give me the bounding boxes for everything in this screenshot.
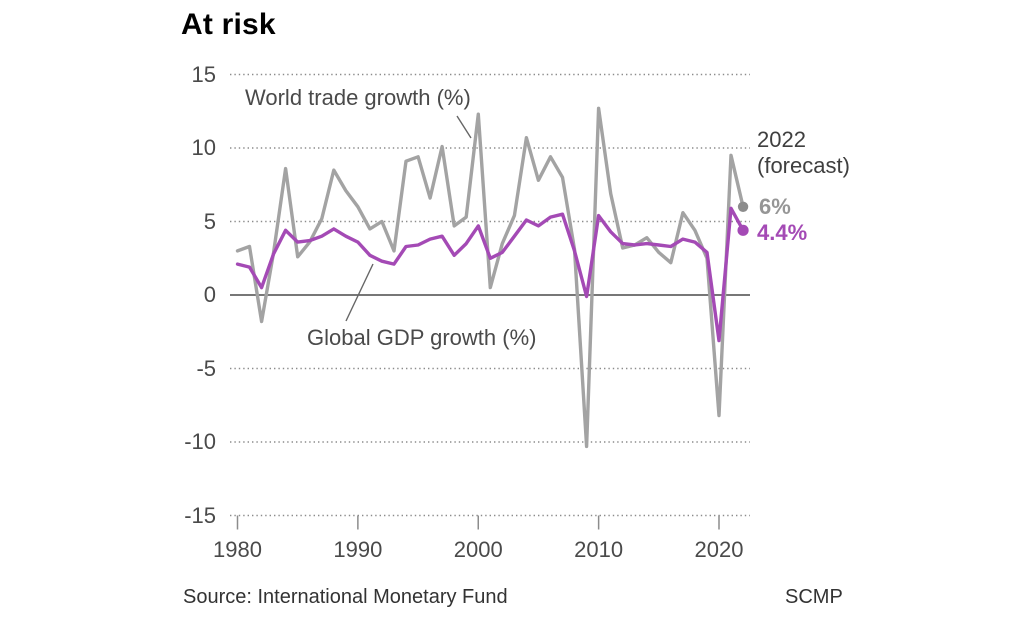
x-tick-label: 2010 — [574, 537, 624, 562]
x-tick-label: 2000 — [453, 537, 503, 562]
y-tick-label: 10 — [191, 135, 216, 160]
y-tick-label: -15 — [184, 502, 216, 528]
x-tick-label: 2020 — [694, 537, 744, 562]
forecast-year: 2022 — [757, 127, 806, 152]
gdp-line — [235, 206, 745, 343]
x-tick-label: 1990 — [333, 537, 383, 562]
trade-end-value-label: 6% — [759, 194, 791, 219]
trade-line — [235, 106, 745, 449]
y-tick-label: 15 — [191, 61, 216, 87]
source-credit: Source: International Monetary Fund — [183, 586, 508, 608]
gdp-end-value-label: 4.4% — [757, 220, 808, 245]
trade-endpoint-dot — [737, 201, 749, 212]
gdp-callout-line — [345, 263, 374, 322]
chart-title: At risk — [181, 8, 276, 41]
forecast-annotation: 2022 (forecast) — [757, 127, 850, 179]
gdp-endpoint-dot — [737, 224, 749, 236]
trade-series-label: World trade growth (%) — [245, 85, 471, 110]
x-tick-label: 1980 — [213, 537, 262, 562]
forecast-word: (forecast) — [757, 153, 850, 178]
y-tick-label: 0 — [203, 282, 216, 307]
trade-callout-line — [456, 115, 472, 139]
y-tick-label: -5 — [196, 355, 216, 381]
gdp-series-label: Global GDP growth (%) — [307, 325, 537, 350]
y-tick-label: 5 — [203, 208, 216, 234]
y-tick-label: -10 — [184, 429, 216, 454]
publisher-credit: SCMP — [785, 586, 843, 608]
